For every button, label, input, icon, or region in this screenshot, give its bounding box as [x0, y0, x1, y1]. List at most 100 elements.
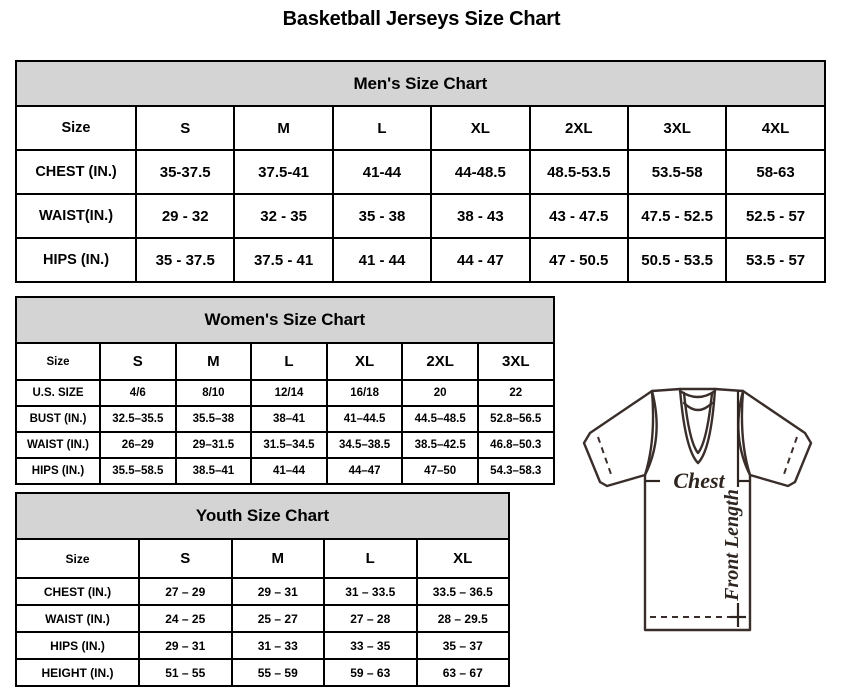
- table-cell: 27 – 28: [323, 604, 418, 633]
- column-header-xl: XL: [325, 342, 404, 381]
- row-label: HIPS (IN.): [15, 457, 101, 485]
- table-cell: 38 - 43: [430, 193, 531, 239]
- column-header-l: L: [331, 105, 433, 151]
- left-armhole-seam: [643, 389, 658, 477]
- column-header-4xl: 4XL: [725, 105, 826, 151]
- table-cell: 35 - 38: [331, 193, 433, 239]
- table-cell: 52.8–56.5: [476, 405, 555, 433]
- table-cell: 32 - 35: [233, 193, 334, 239]
- vneck-collar-mid: [682, 401, 714, 412]
- table-cell: 33.5 – 36.5: [415, 577, 510, 606]
- table-cell: 28 – 29.5: [415, 604, 510, 633]
- row-label: WAIST(IN.): [15, 193, 137, 239]
- table-cell: 48.5-53.5: [528, 149, 629, 195]
- youth-size-chart-table: Youth Size Chart Size S M L XL CHEST (IN…: [15, 492, 510, 687]
- column-header-3xl: 3XL: [476, 342, 555, 381]
- row-label: CHEST (IN.): [15, 577, 140, 606]
- table-cell: 52.5 - 57: [725, 193, 826, 239]
- front-length-label: Front Length: [721, 489, 743, 602]
- table-cell: 35.5–38: [174, 405, 253, 433]
- right-armhole-seam: [737, 389, 752, 477]
- table-cell: 51 – 55: [138, 658, 233, 687]
- table-cell: 32.5–35.5: [99, 405, 177, 433]
- table-cell: 37.5 - 41: [233, 237, 334, 283]
- table-cell: 29 - 32: [134, 193, 236, 239]
- row-label: HIPS (IN.): [15, 631, 140, 660]
- table-cell: 44 - 47: [430, 237, 531, 283]
- table-cell: 38–41: [250, 405, 328, 433]
- table-cell: 29–31.5: [174, 431, 253, 459]
- table-cell: 47–50: [401, 457, 479, 485]
- table-banner-row: Youth Size Chart: [15, 492, 510, 540]
- table-row: BUST (IN.) 32.5–35.5 35.5–38 38–41 41–44…: [15, 405, 555, 433]
- table-cell: 54.3–58.3: [476, 457, 555, 485]
- table-cell: 35.5–58.5: [99, 457, 177, 485]
- column-header-size: Size: [15, 105, 137, 151]
- table-cell: 44.5–48.5: [401, 405, 479, 433]
- row-label: CHEST (IN.): [15, 149, 137, 195]
- table-cell: 37.5-41: [233, 149, 334, 195]
- mens-banner: Men's Size Chart: [15, 60, 826, 107]
- vneck-band-1: [682, 391, 714, 455]
- table-cell: 34.5–38.5: [325, 431, 404, 459]
- table-row: CHEST (IN.) 35-37.5 37.5-41 41-44 44-48.…: [15, 149, 826, 195]
- table-banner-row: Women's Size Chart: [15, 296, 555, 344]
- table-row: CHEST (IN.) 27 – 29 29 – 31 31 – 33.5 33…: [15, 577, 510, 606]
- column-header-3xl: 3XL: [626, 105, 728, 151]
- table-cell: 53.5 - 57: [725, 237, 826, 283]
- table-cell: 41-44: [331, 149, 433, 195]
- left-cuff-dashed-line: [597, 436, 613, 478]
- table-cell: 43 - 47.5: [528, 193, 629, 239]
- table-header-row: Size S M L XL 2XL 3XL: [15, 342, 555, 381]
- table-cell: 29 – 31: [138, 631, 233, 660]
- table-cell: 22: [476, 379, 555, 407]
- table-row: HIPS (IN.) 29 – 31 31 – 33 33 – 35 35 – …: [15, 631, 510, 660]
- table-cell: 46.8–50.3: [476, 431, 555, 459]
- table-cell: 8/10: [174, 379, 253, 407]
- youth-banner: Youth Size Chart: [15, 492, 510, 540]
- table-cell: 31.5–34.5: [250, 431, 328, 459]
- table-cell: 58-63: [725, 149, 826, 195]
- column-header-l: L: [250, 342, 328, 381]
- left-sleeve-outline: [582, 389, 654, 488]
- chest-label: Chest: [673, 468, 725, 493]
- vneck-outer: [678, 387, 717, 465]
- table-cell: 41 - 44: [331, 237, 433, 283]
- table-cell: 24 – 25: [138, 604, 233, 633]
- table-cell: 55 – 59: [230, 658, 325, 687]
- table-cell: 63 – 67: [415, 658, 510, 687]
- column-header-xl: XL: [430, 105, 531, 151]
- table-cell: 16/18: [325, 379, 404, 407]
- row-label: WAIST (IN.): [15, 431, 101, 459]
- womens-banner: Women's Size Chart: [15, 296, 555, 344]
- table-row: U.S. SIZE 4/6 8/10 12/14 16/18 20 22: [15, 379, 555, 407]
- table-cell: 50.5 - 53.5: [626, 237, 728, 283]
- table-cell: 44-48.5: [430, 149, 531, 195]
- table-cell: 44–47: [325, 457, 404, 485]
- table-row: HEIGHT (IN.) 51 – 55 55 – 59 59 – 63 63 …: [15, 658, 510, 687]
- table-cell: 25 – 27: [230, 604, 325, 633]
- table-cell: 35 - 37.5: [134, 237, 236, 283]
- table-cell: 38.5–42.5: [401, 431, 479, 459]
- table-row: HIPS (IN.) 35.5–58.5 38.5–41 41–44 44–47…: [15, 457, 555, 485]
- column-header-m: M: [230, 538, 325, 579]
- row-label: WAIST (IN.): [15, 604, 140, 633]
- table-cell: 26–29: [99, 431, 177, 459]
- row-label: HIPS (IN.): [15, 237, 137, 283]
- table-cell: 20: [401, 379, 479, 407]
- table-cell: 35 – 37: [415, 631, 510, 660]
- table-cell: 47.5 - 52.5: [626, 193, 728, 239]
- table-cell: 12/14: [250, 379, 328, 407]
- table-cell: 4/6: [99, 379, 177, 407]
- table-row: WAIST (IN.) 24 – 25 25 – 27 27 – 28 28 –…: [15, 604, 510, 633]
- column-header-2xl: 2XL: [401, 342, 479, 381]
- vneck-collar-top: [678, 389, 717, 399]
- table-cell: 31 – 33.5: [323, 577, 418, 606]
- row-label: BUST (IN.): [15, 405, 101, 433]
- column-header-size: Size: [15, 342, 101, 381]
- mens-size-chart-table: Men's Size Chart Size S M L XL 2XL 3XL 4…: [15, 60, 826, 283]
- table-cell: 35-37.5: [134, 149, 236, 195]
- table-header-row: Size S M L XL 2XL 3XL 4XL: [15, 105, 826, 151]
- row-label: HEIGHT (IN.): [15, 658, 140, 687]
- table-cell: 27 – 29: [138, 577, 233, 606]
